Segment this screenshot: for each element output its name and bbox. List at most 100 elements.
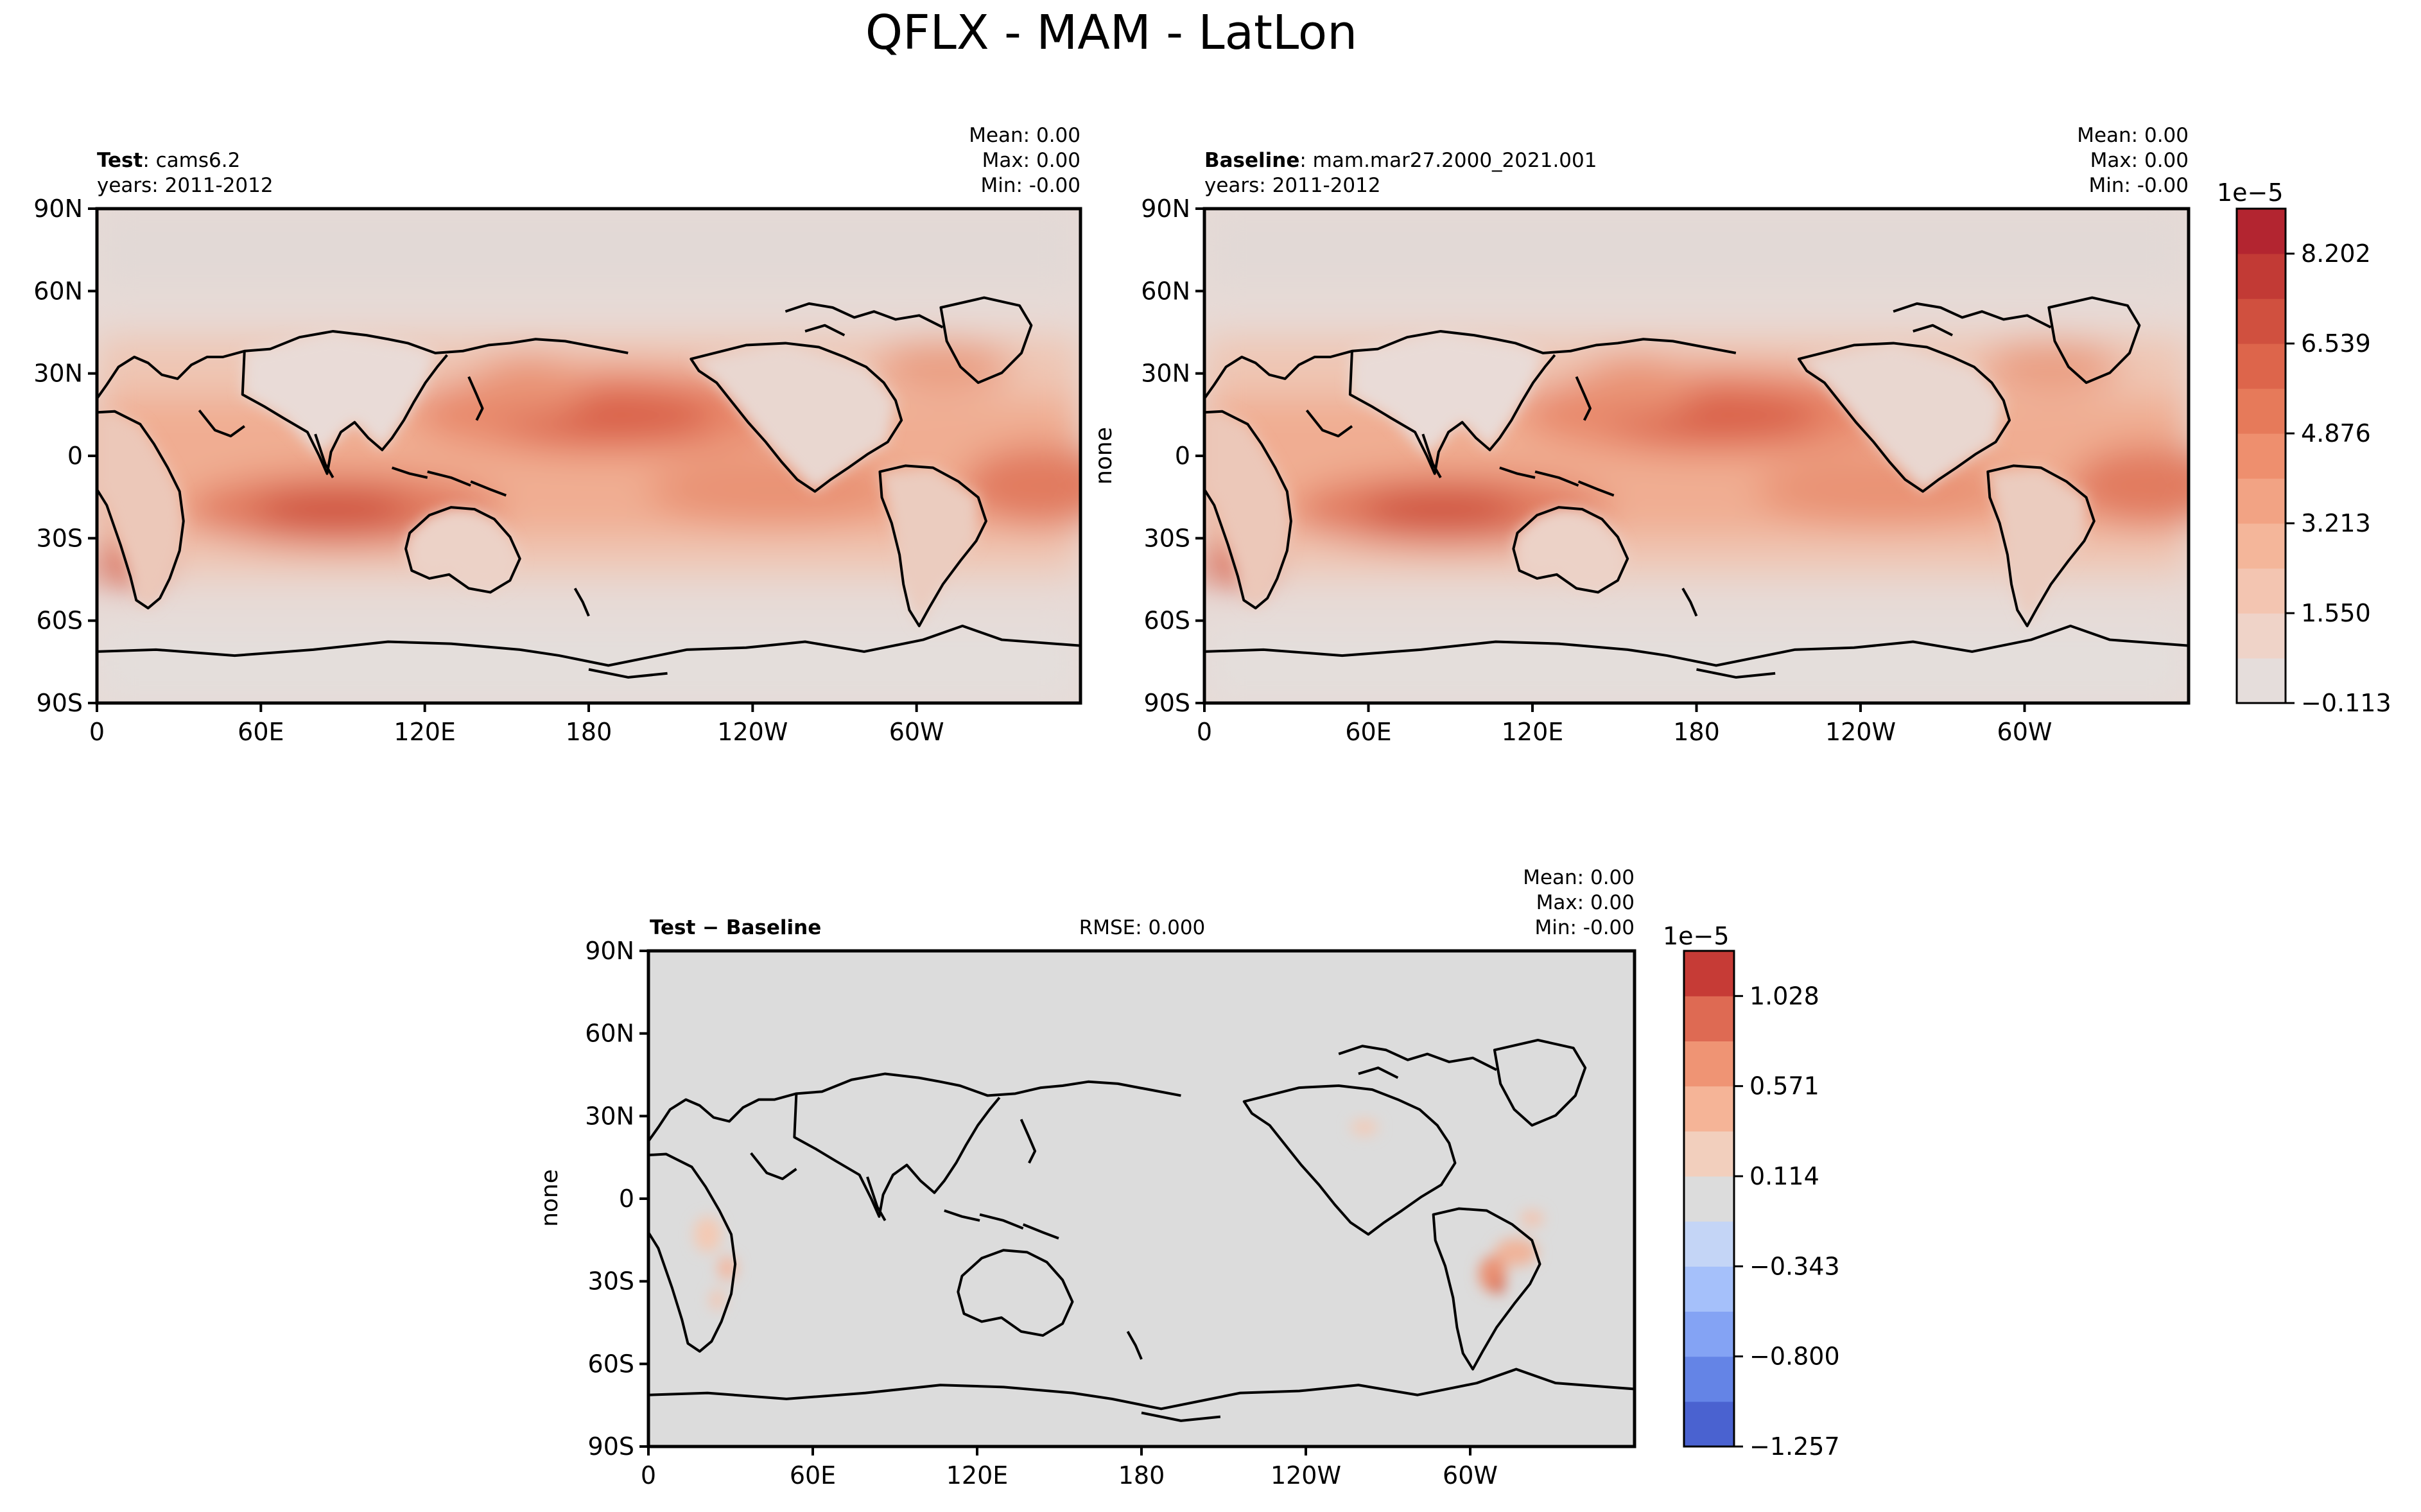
lat-tick-label: 0	[67, 442, 83, 470]
colorbar-segment	[1684, 1356, 1734, 1402]
colorbar-segment	[2237, 568, 2286, 614]
lon-tick-label: 0	[641, 1461, 656, 1490]
lon-tick-label: 0	[89, 718, 105, 746]
colorbar-tick-label: −0.113	[2301, 689, 2391, 717]
lat-tick-label: 60S	[588, 1350, 634, 1378]
colorbar-segment	[2237, 478, 2286, 524]
lat-tick-label: 90N	[585, 937, 634, 965]
lon-tick-label: 180	[566, 718, 612, 746]
lat-tick-label: 30S	[1144, 524, 1190, 552]
lat-tick-label: 90N	[33, 195, 83, 223]
figure-title: QFLX - MAM - LatLon	[865, 5, 1357, 60]
baseline-lat-axis: 90N 60N 30N 0 30S 60S 90S	[1141, 195, 1204, 717]
difference-rmse-label: RMSE: 0.000	[1079, 916, 1206, 939]
main-colorbar: 1e−5 8.202 6.539 4.876 3.213 1.550 −0.113	[2217, 178, 2391, 717]
lon-tick-label: 60E	[790, 1461, 836, 1490]
lon-tick-label: 120E	[1502, 718, 1564, 746]
test-run-label: Test: cams6.2	[97, 149, 240, 172]
baseline-map-area	[1204, 209, 2189, 703]
lon-tick-label: 60W	[1443, 1461, 1498, 1490]
colorbar-segment	[1684, 1221, 1734, 1267]
baseline-run-label: Baseline: mam.mar27.2000_2021.001	[1204, 149, 1597, 172]
difference-max-label: Max: 0.00	[1536, 891, 1635, 914]
colorbar-tick-label: −0.800	[1749, 1343, 1840, 1371]
colorbar-frame	[2235, 207, 2287, 704]
test-years-label: years: 2011-2012	[97, 174, 273, 197]
colorbar-segment	[2237, 343, 2286, 389]
lat-tick-label: 60N	[585, 1020, 634, 1048]
test-max-label: Max: 0.00	[982, 149, 1080, 172]
difference-map-panel: Test − Baseline RMSE: 0.000 Mean: 0.00 M…	[537, 866, 1636, 1490]
difference-colorbar: 1e−5 1.028 0.571 0.114 −0.343 −0.800 −1.257	[1663, 922, 1840, 1461]
colorbar-tick-label: 8.202	[2301, 239, 2371, 268]
colorbar-segment	[2237, 523, 2286, 569]
baseline-y-label: none	[1091, 427, 1117, 485]
colorbar-tick-label: 0.571	[1749, 1072, 1819, 1100]
colorbar-segment	[1684, 1041, 1734, 1087]
baseline-lon-axis: 0 60E 120E 180 120W 60W	[1197, 703, 2052, 746]
colorbar-segment	[1684, 1266, 1734, 1312]
baseline-years-label: years: 2011-2012	[1204, 174, 1381, 197]
colorbar-tick-label: 6.539	[2301, 329, 2371, 358]
difference-min-label: Min: -0.00	[1534, 916, 1635, 939]
test-lat-axis: 90N 60N 30N 0 30S 60S 90S	[33, 195, 97, 717]
baseline-min-label: Min: -0.00	[2088, 174, 2189, 197]
colorbar-tick-label: 0.114	[1749, 1162, 1819, 1190]
test-map-area	[97, 209, 1080, 703]
colorbar-tick-label: 3.213	[2301, 509, 2371, 537]
colorbar-segment	[2237, 209, 2286, 254]
lat-tick-label: 30S	[37, 524, 83, 552]
difference-label: Test − Baseline	[650, 916, 821, 939]
lat-tick-label: 30S	[588, 1267, 634, 1296]
colorbar-segment	[1684, 1311, 1734, 1357]
lat-tick-label: 60S	[37, 607, 83, 635]
colorbar-segment	[2237, 299, 2286, 344]
lon-tick-label: 120W	[717, 718, 788, 746]
colorbar-segment	[2237, 254, 2286, 299]
difference-map-area	[648, 951, 1635, 1447]
colorbar-segment	[1684, 1401, 1734, 1447]
colorbar-segment	[1684, 1176, 1734, 1222]
baseline-map-panel: Baseline: mam.mar27.2000_2021.001 years:…	[1091, 124, 2191, 746]
difference-colorbar-exponent: 1e−5	[1663, 922, 1730, 950]
baseline-mean-label: Mean: 0.00	[2077, 124, 2189, 147]
main-colorbar-exponent: 1e−5	[2217, 178, 2284, 207]
colorbar-segment	[1684, 996, 1734, 1041]
difference-field-fill	[648, 951, 1635, 1447]
lat-tick-label: 60S	[1144, 607, 1190, 635]
baseline-field-fill	[1204, 209, 2189, 703]
lat-tick-label: 30N	[33, 360, 83, 388]
colorbar-segment	[2237, 658, 2286, 704]
colorbar-segment	[2237, 433, 2286, 479]
colorbar-segment	[1684, 1086, 1734, 1132]
colorbar-segment	[1684, 1131, 1734, 1177]
lat-tick-label: 30N	[585, 1102, 634, 1130]
lon-tick-label: 60W	[889, 718, 944, 746]
test-field-fill	[97, 209, 1080, 703]
difference-mean-label: Mean: 0.00	[1523, 866, 1635, 889]
lat-tick-label: 90S	[588, 1432, 634, 1461]
lat-tick-label: 0	[1175, 442, 1190, 470]
lon-tick-label: 60W	[1997, 718, 2052, 746]
colorbar-tick-label: 4.876	[2301, 419, 2371, 448]
lat-tick-label: 90S	[1144, 689, 1190, 717]
lon-tick-label: 120E	[946, 1461, 1009, 1490]
test-lon-axis: 0 60E 120E 180 120W 60W	[89, 703, 944, 746]
lon-tick-label: 120W	[1825, 718, 1896, 746]
difference-lat-axis: 90N 60N 30N 0 30S 60S 90S	[585, 937, 648, 1461]
difference-y-label: none	[537, 1169, 563, 1227]
colorbar-tick-label: 1.550	[2301, 599, 2371, 627]
test-map-panel: Test: cams6.2 years: 2011-2012 Mean: 0.0…	[33, 124, 1082, 746]
lat-tick-label: 60N	[33, 277, 83, 305]
colorbar-tick-label: 1.028	[1749, 982, 1819, 1010]
colorbar-frame	[1683, 950, 1735, 1448]
lon-tick-label: 60E	[1345, 718, 1391, 746]
lon-tick-label: 120W	[1271, 1461, 1341, 1490]
test-min-label: Min: -0.00	[980, 174, 1080, 197]
lat-tick-label: 0	[619, 1185, 634, 1213]
lon-tick-label: 180	[1673, 718, 1720, 746]
lat-tick-label: 90N	[1141, 195, 1190, 223]
lon-tick-label: 60E	[238, 718, 284, 746]
colorbar-segment	[2237, 613, 2286, 659]
